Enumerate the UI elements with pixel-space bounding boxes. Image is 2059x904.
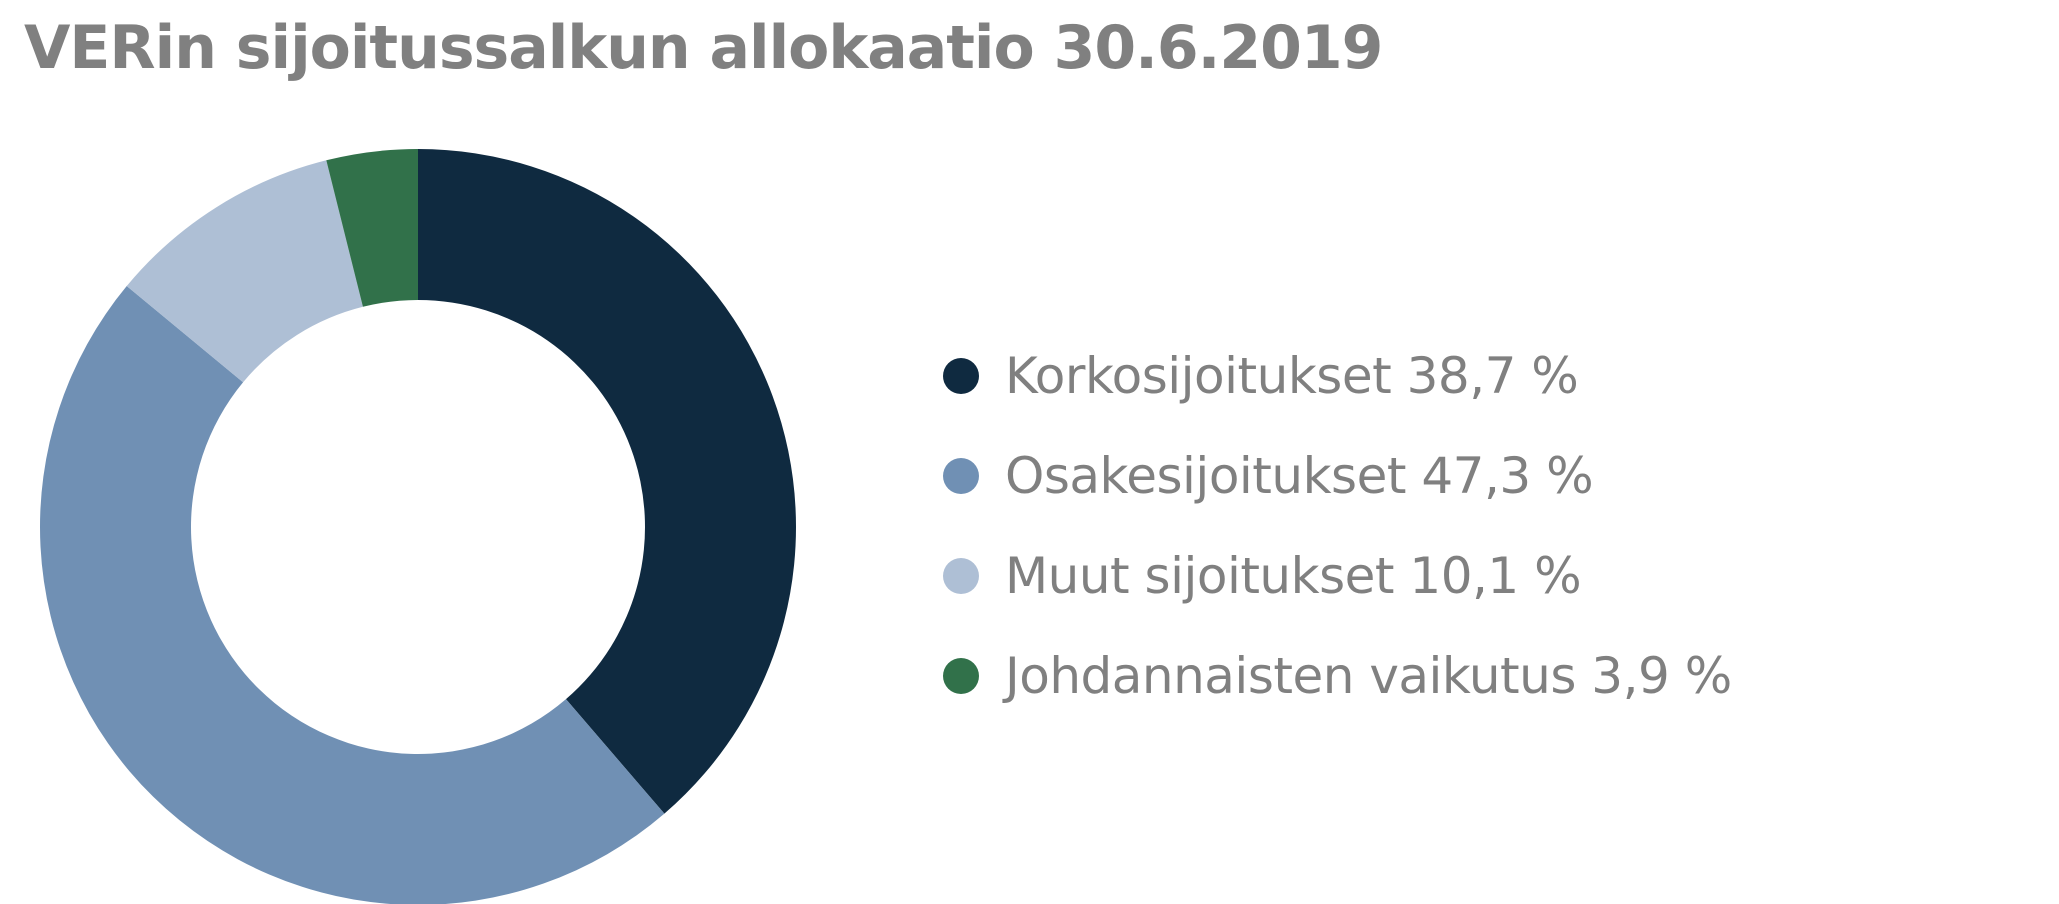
legend-item-osakesijoitukset: Osakesijoitukset 47,3 % bbox=[943, 426, 1732, 526]
donut-slices bbox=[40, 149, 797, 904]
legend-marker-muut-sijoitukset bbox=[943, 558, 979, 594]
legend-label-korkosijoitukset: Korkosijoitukset 38,7 % bbox=[1005, 347, 1579, 405]
donut-slice-johdannaisten-vaikutus bbox=[326, 149, 418, 307]
legend-item-korkosijoitukset: Korkosijoitukset 38,7 % bbox=[943, 326, 1732, 426]
donut-slice-muut-sijoitukset bbox=[126, 160, 363, 383]
legend-label-muut-sijoitukset: Muut sijoitukset 10,1 % bbox=[1005, 547, 1582, 605]
legend-marker-korkosijoitukset bbox=[943, 358, 979, 394]
legend-label-osakesijoitukset: Osakesijoitukset 47,3 % bbox=[1005, 447, 1594, 505]
donut-slice-osakesijoitukset bbox=[40, 286, 665, 904]
legend-marker-osakesijoitukset bbox=[943, 458, 979, 494]
chart-title: VERin sijoitussalkun allokaatio 30.6.201… bbox=[24, 13, 1383, 83]
legend-item-johdannaisten-vaikutus: Johdannaisten vaikutus 3,9 % bbox=[943, 626, 1732, 726]
legend-label-johdannaisten-vaikutus: Johdannaisten vaikutus 3,9 % bbox=[1005, 647, 1732, 705]
donut-slice-korkosijoitukset bbox=[418, 149, 797, 814]
legend-marker-johdannaisten-vaikutus bbox=[943, 658, 979, 694]
legend: Korkosijoitukset 38,7 % Osakesijoitukset… bbox=[943, 326, 1732, 726]
legend-item-muut-sijoitukset: Muut sijoitukset 10,1 % bbox=[943, 526, 1732, 626]
